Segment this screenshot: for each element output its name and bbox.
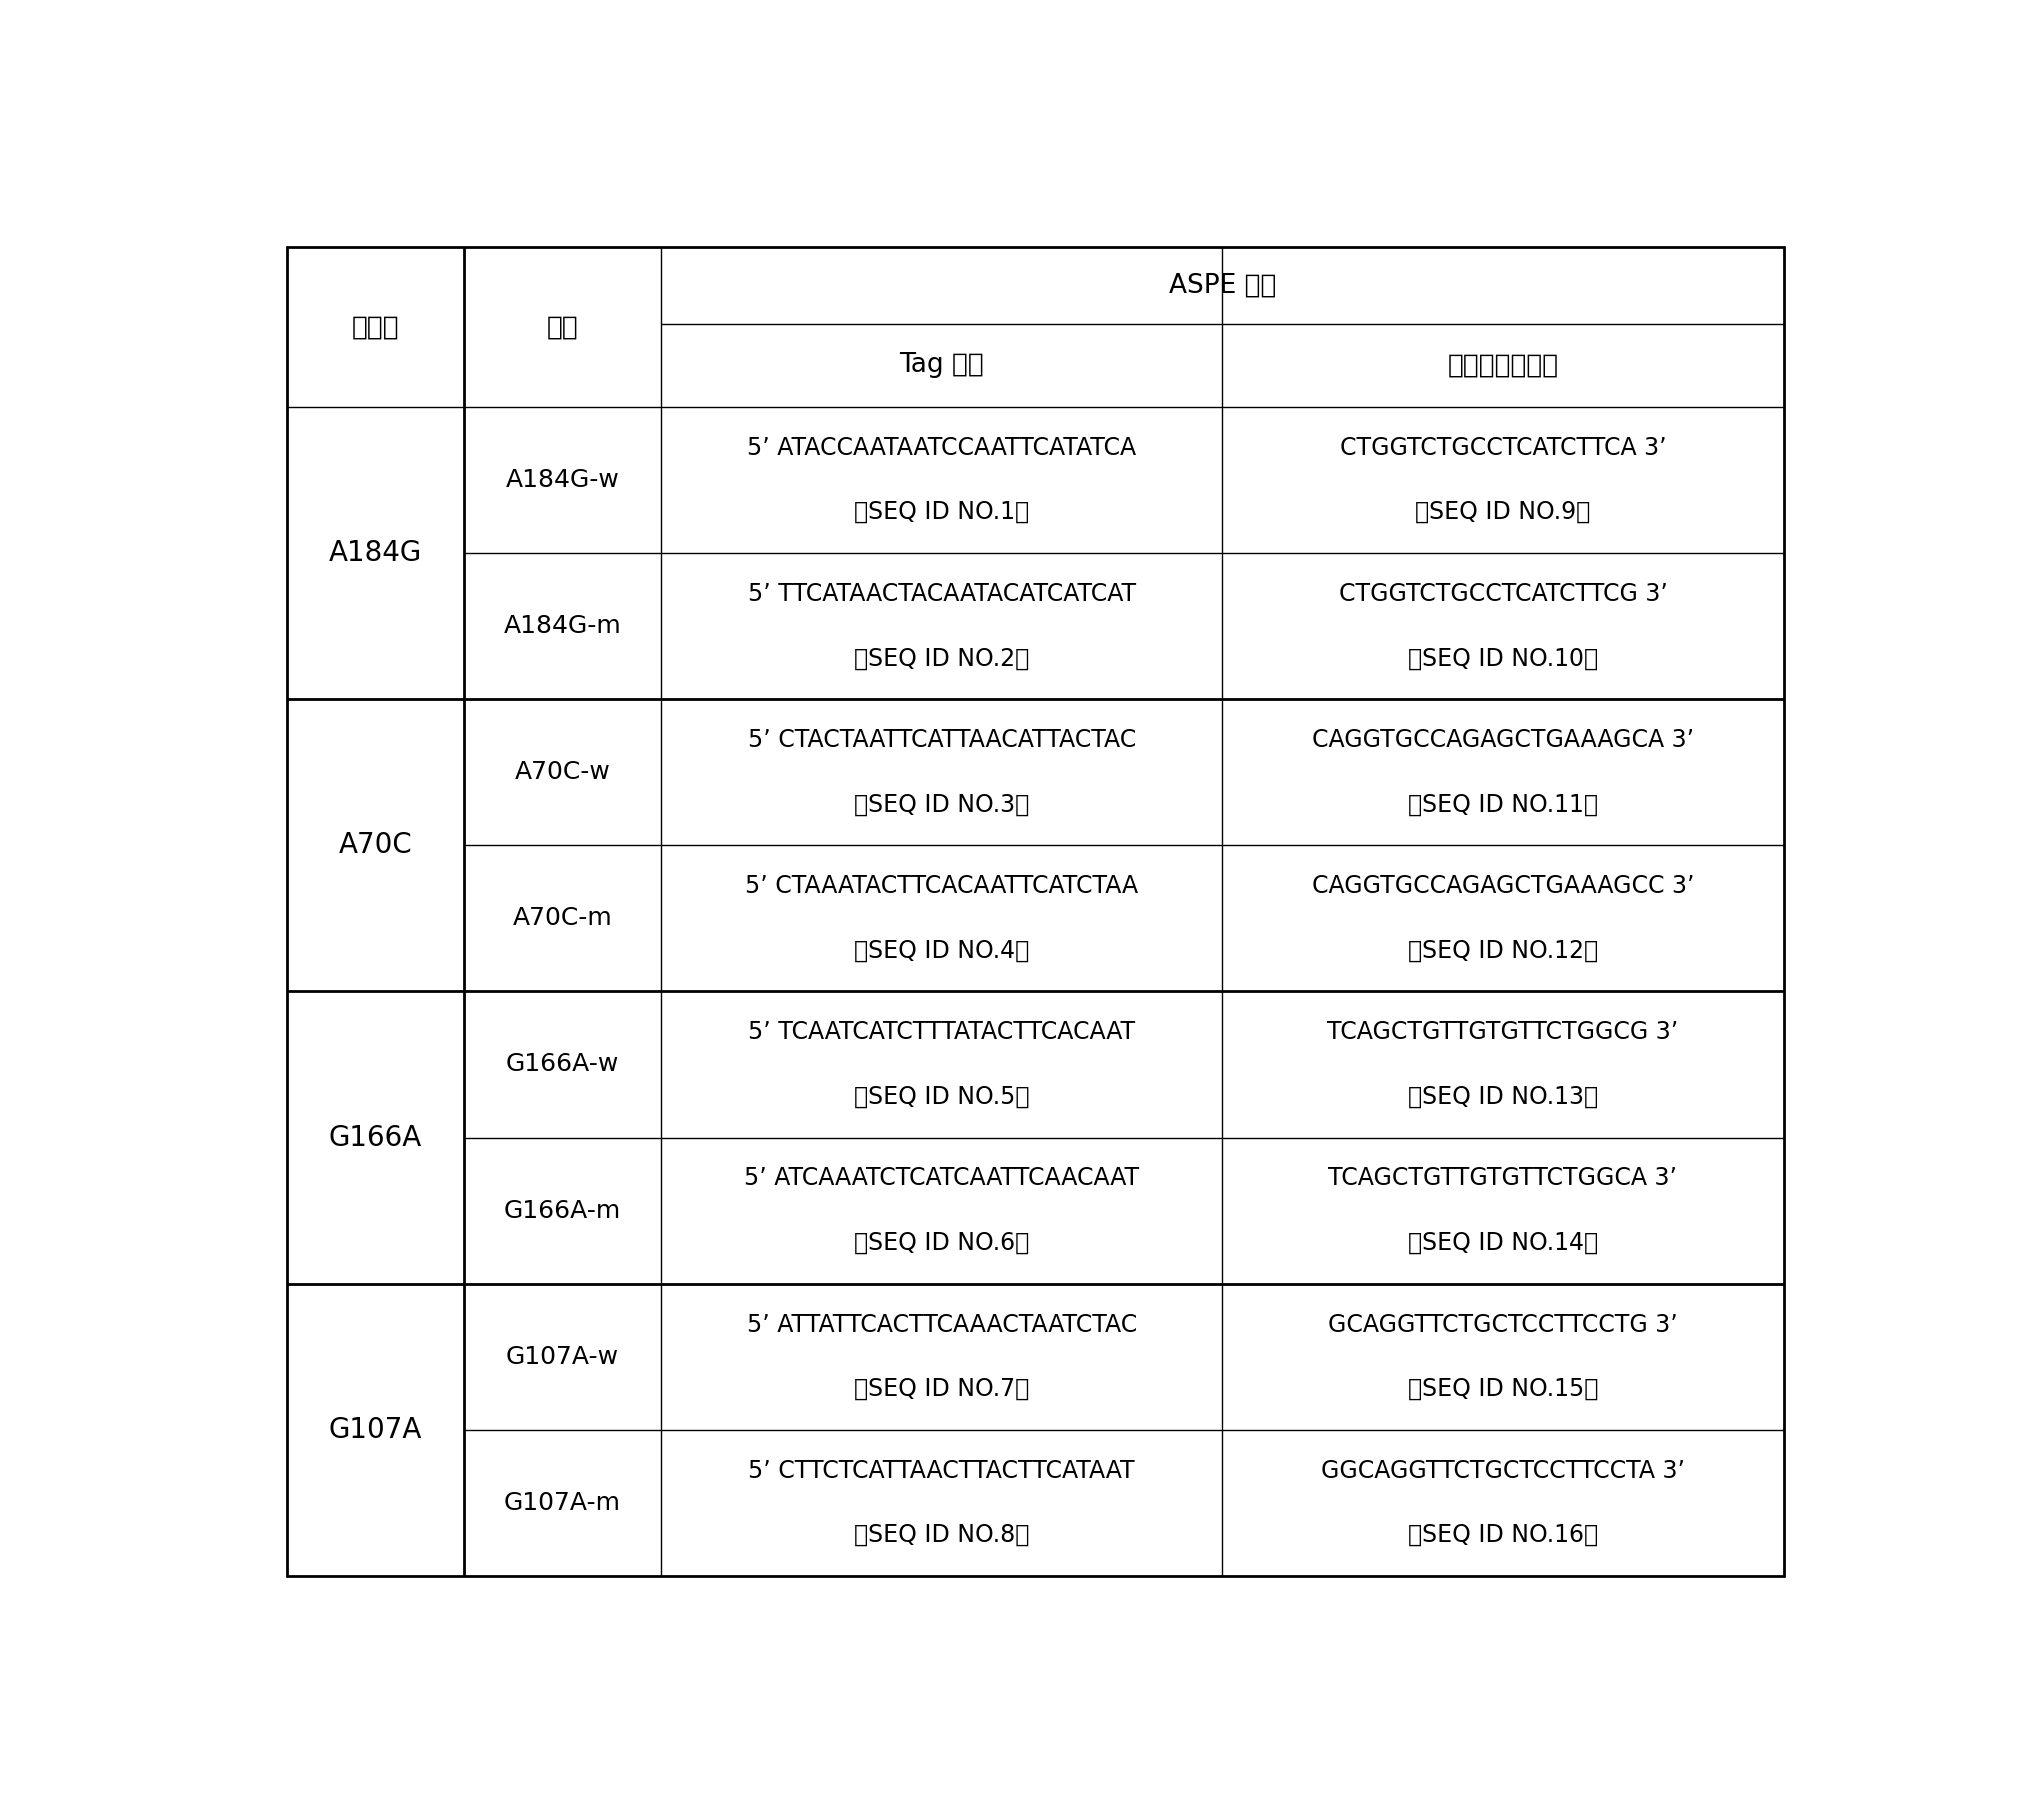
Text: G166A-m: G166A-m <box>503 1199 620 1222</box>
Text: TCAGCTGTTGTGTTCTGGCA 3’: TCAGCTGTTGTGTTCTGGCA 3’ <box>1329 1166 1677 1191</box>
Text: A70C-m: A70C-m <box>513 906 612 930</box>
Text: A184G-m: A184G-m <box>503 614 622 639</box>
Text: （SEQ ID NO.16）: （SEQ ID NO.16） <box>1408 1523 1598 1547</box>
Text: 基因型: 基因型 <box>351 314 400 339</box>
Text: （SEQ ID NO.13）: （SEQ ID NO.13） <box>1408 1085 1598 1108</box>
Text: GGCAGGTTCTGCTCCTTCCTA 3’: GGCAGGTTCTGCTCCTTCCTA 3’ <box>1321 1458 1685 1482</box>
Text: （SEQ ID NO.11）: （SEQ ID NO.11） <box>1408 792 1598 816</box>
Text: A184G: A184G <box>329 540 422 567</box>
Text: （SEQ ID NO.14）: （SEQ ID NO.14） <box>1408 1231 1598 1254</box>
Text: G107A-m: G107A-m <box>503 1491 620 1514</box>
Text: （SEQ ID NO.6）: （SEQ ID NO.6） <box>854 1231 1030 1254</box>
Text: （SEQ ID NO.7）: （SEQ ID NO.7） <box>854 1377 1030 1401</box>
Text: 5’ CTAAATACTTCACAATTCATCTAA: 5’ CTAAATACTTCACAATTCATCTAA <box>745 874 1139 899</box>
Text: G107A: G107A <box>329 1415 422 1444</box>
Text: （SEQ ID NO.8）: （SEQ ID NO.8） <box>854 1523 1030 1547</box>
Text: （SEQ ID NO.1）: （SEQ ID NO.1） <box>854 500 1030 523</box>
Text: A70C-w: A70C-w <box>515 760 610 785</box>
Text: （SEQ ID NO.9）: （SEQ ID NO.9） <box>1416 500 1590 523</box>
Text: 5’ TCAATCATCTTTATACTTCACAAT: 5’ TCAATCATCTTTATACTTCACAAT <box>747 1020 1135 1045</box>
Text: 特异性引物序列: 特异性引物序列 <box>1448 352 1559 379</box>
Text: 5’ CTTCTCATTAACTTACTTCATAAT: 5’ CTTCTCATTAACTTACTTCATAAT <box>747 1458 1135 1482</box>
Text: （SEQ ID NO.12）: （SEQ ID NO.12） <box>1408 939 1598 962</box>
Text: CAGGTGCCAGAGCTGAAAGCC 3’: CAGGTGCCAGAGCTGAAAGCC 3’ <box>1311 874 1695 899</box>
Text: GCAGGTTCTGCTCCTTCCTG 3’: GCAGGTTCTGCTCCTTCCTG 3’ <box>1327 1312 1679 1336</box>
Text: G107A-w: G107A-w <box>505 1345 618 1368</box>
Text: G166A: G166A <box>329 1123 422 1152</box>
Text: ASPE 引物: ASPE 引物 <box>1170 273 1277 298</box>
Text: 5’ ATCAAATCTCATCAATTCAACAAT: 5’ ATCAAATCTCATCAATTCAACAAT <box>743 1166 1139 1191</box>
Text: 5’ CTACTAATTCATTAACATTACTAC: 5’ CTACTAATTCATTAACATTACTAC <box>747 727 1135 753</box>
Text: 5’ TTCATAACTACAATACATCATCAT: 5’ TTCATAACTACAATACATCATCAT <box>747 581 1135 606</box>
Text: CTGGTCTGCCTCATCTTCA 3’: CTGGTCTGCCTCATCTTCA 3’ <box>1339 437 1666 460</box>
Text: 5’ ATACCAATAATCCAATTCATATCA: 5’ ATACCAATAATCCAATTCATATCA <box>747 437 1137 460</box>
Text: 5’ ATTATTCACTTCAAACTAATCTAC: 5’ ATTATTCACTTCAAACTAATCTAC <box>747 1312 1137 1336</box>
Text: A184G-w: A184G-w <box>505 467 620 493</box>
Text: G166A-w: G166A-w <box>505 1052 618 1076</box>
Text: （SEQ ID NO.15）: （SEQ ID NO.15） <box>1408 1377 1598 1401</box>
Text: （SEQ ID NO.3）: （SEQ ID NO.3） <box>854 792 1030 816</box>
Text: A70C: A70C <box>339 832 412 859</box>
Text: （SEQ ID NO.2）: （SEQ ID NO.2） <box>854 646 1030 670</box>
Text: 类型: 类型 <box>547 314 578 339</box>
Text: （SEQ ID NO.10）: （SEQ ID NO.10） <box>1408 646 1598 670</box>
Text: CAGGTGCCAGAGCTGAAAGCA 3’: CAGGTGCCAGAGCTGAAAGCA 3’ <box>1311 727 1695 753</box>
Text: （SEQ ID NO.5）: （SEQ ID NO.5） <box>854 1085 1030 1108</box>
Text: TCAGCTGTTGTGTTCTGGCG 3’: TCAGCTGTTGTGTTCTGGCG 3’ <box>1327 1020 1679 1045</box>
Text: （SEQ ID NO.4）: （SEQ ID NO.4） <box>854 939 1030 962</box>
Text: CTGGTCTGCCTCATCTTCG 3’: CTGGTCTGCCTCATCTTCG 3’ <box>1339 581 1666 606</box>
Text: Tag 序列: Tag 序列 <box>899 352 984 379</box>
